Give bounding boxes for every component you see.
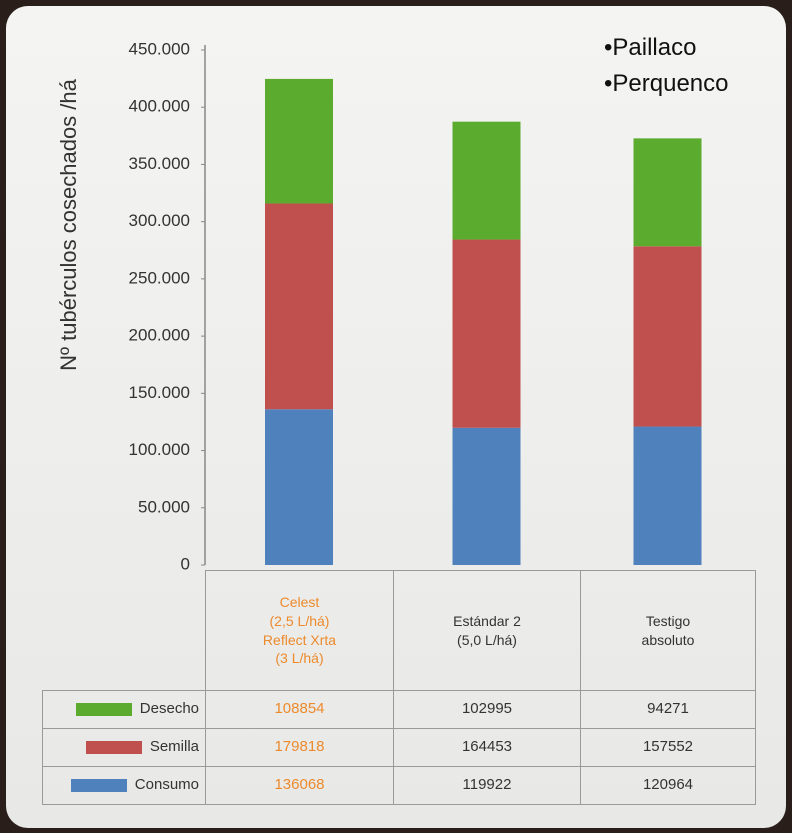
- legend-entry: Consumo: [42, 766, 206, 805]
- table-value: 102995: [393, 690, 581, 729]
- table-value: 119922: [393, 766, 581, 805]
- table-value: 164453: [393, 728, 581, 767]
- y-axis-label: Nº tubérculos cosechados /há: [56, 78, 81, 371]
- table-value: 108854: [205, 690, 394, 729]
- bar-segment: [452, 239, 521, 428]
- legend-entry: Semilla: [42, 728, 206, 767]
- annotation: •Perquenco: [604, 70, 729, 97]
- y-tick-label: 350.000: [129, 154, 190, 173]
- bar-segment: [633, 246, 702, 427]
- y-tick-label: 300.000: [129, 211, 190, 230]
- y-tick-label: 100.000: [129, 440, 190, 459]
- table-value: 120964: [580, 766, 756, 805]
- y-tick-label: 0: [181, 554, 190, 573]
- y-tick-label: 450.000: [129, 39, 190, 58]
- table-value: 136068: [205, 766, 394, 805]
- y-tick-label: 250.000: [129, 268, 190, 287]
- legend-entry: Desecho: [42, 690, 206, 729]
- table-value: 179818: [205, 728, 394, 767]
- bar-segment: [265, 78, 333, 204]
- y-tick-label: 150.000: [129, 383, 190, 402]
- category-label: Testigo absoluto: [580, 570, 756, 691]
- legend-label: Desecho: [139, 700, 199, 718]
- y-tick-label: 400.000: [129, 97, 190, 116]
- bar-segment: [633, 426, 702, 565]
- table-value: 157552: [580, 728, 756, 767]
- y-tick-label: 200.000: [129, 326, 190, 345]
- bar-segment: [265, 409, 333, 565]
- legend-label: Consumo: [134, 776, 199, 794]
- bar-segment: [633, 138, 702, 247]
- category-label: Estándar 2 (5,0 L/há): [393, 570, 581, 691]
- bar-segment: [265, 203, 333, 410]
- bar-segment: [452, 427, 521, 565]
- legend-swatch: [75, 703, 132, 716]
- legend-swatch: [85, 741, 142, 754]
- category-label: Celest (2,5 L/há) Reflect Xrta (3 L/há): [205, 570, 394, 691]
- annotation: •Paillaco: [604, 34, 697, 61]
- y-tick-label: 50.000: [138, 497, 190, 516]
- bar-segment: [452, 121, 521, 240]
- table-value: 94271: [580, 690, 756, 729]
- legend-label: Semilla: [149, 738, 199, 756]
- legend-swatch: [70, 779, 127, 792]
